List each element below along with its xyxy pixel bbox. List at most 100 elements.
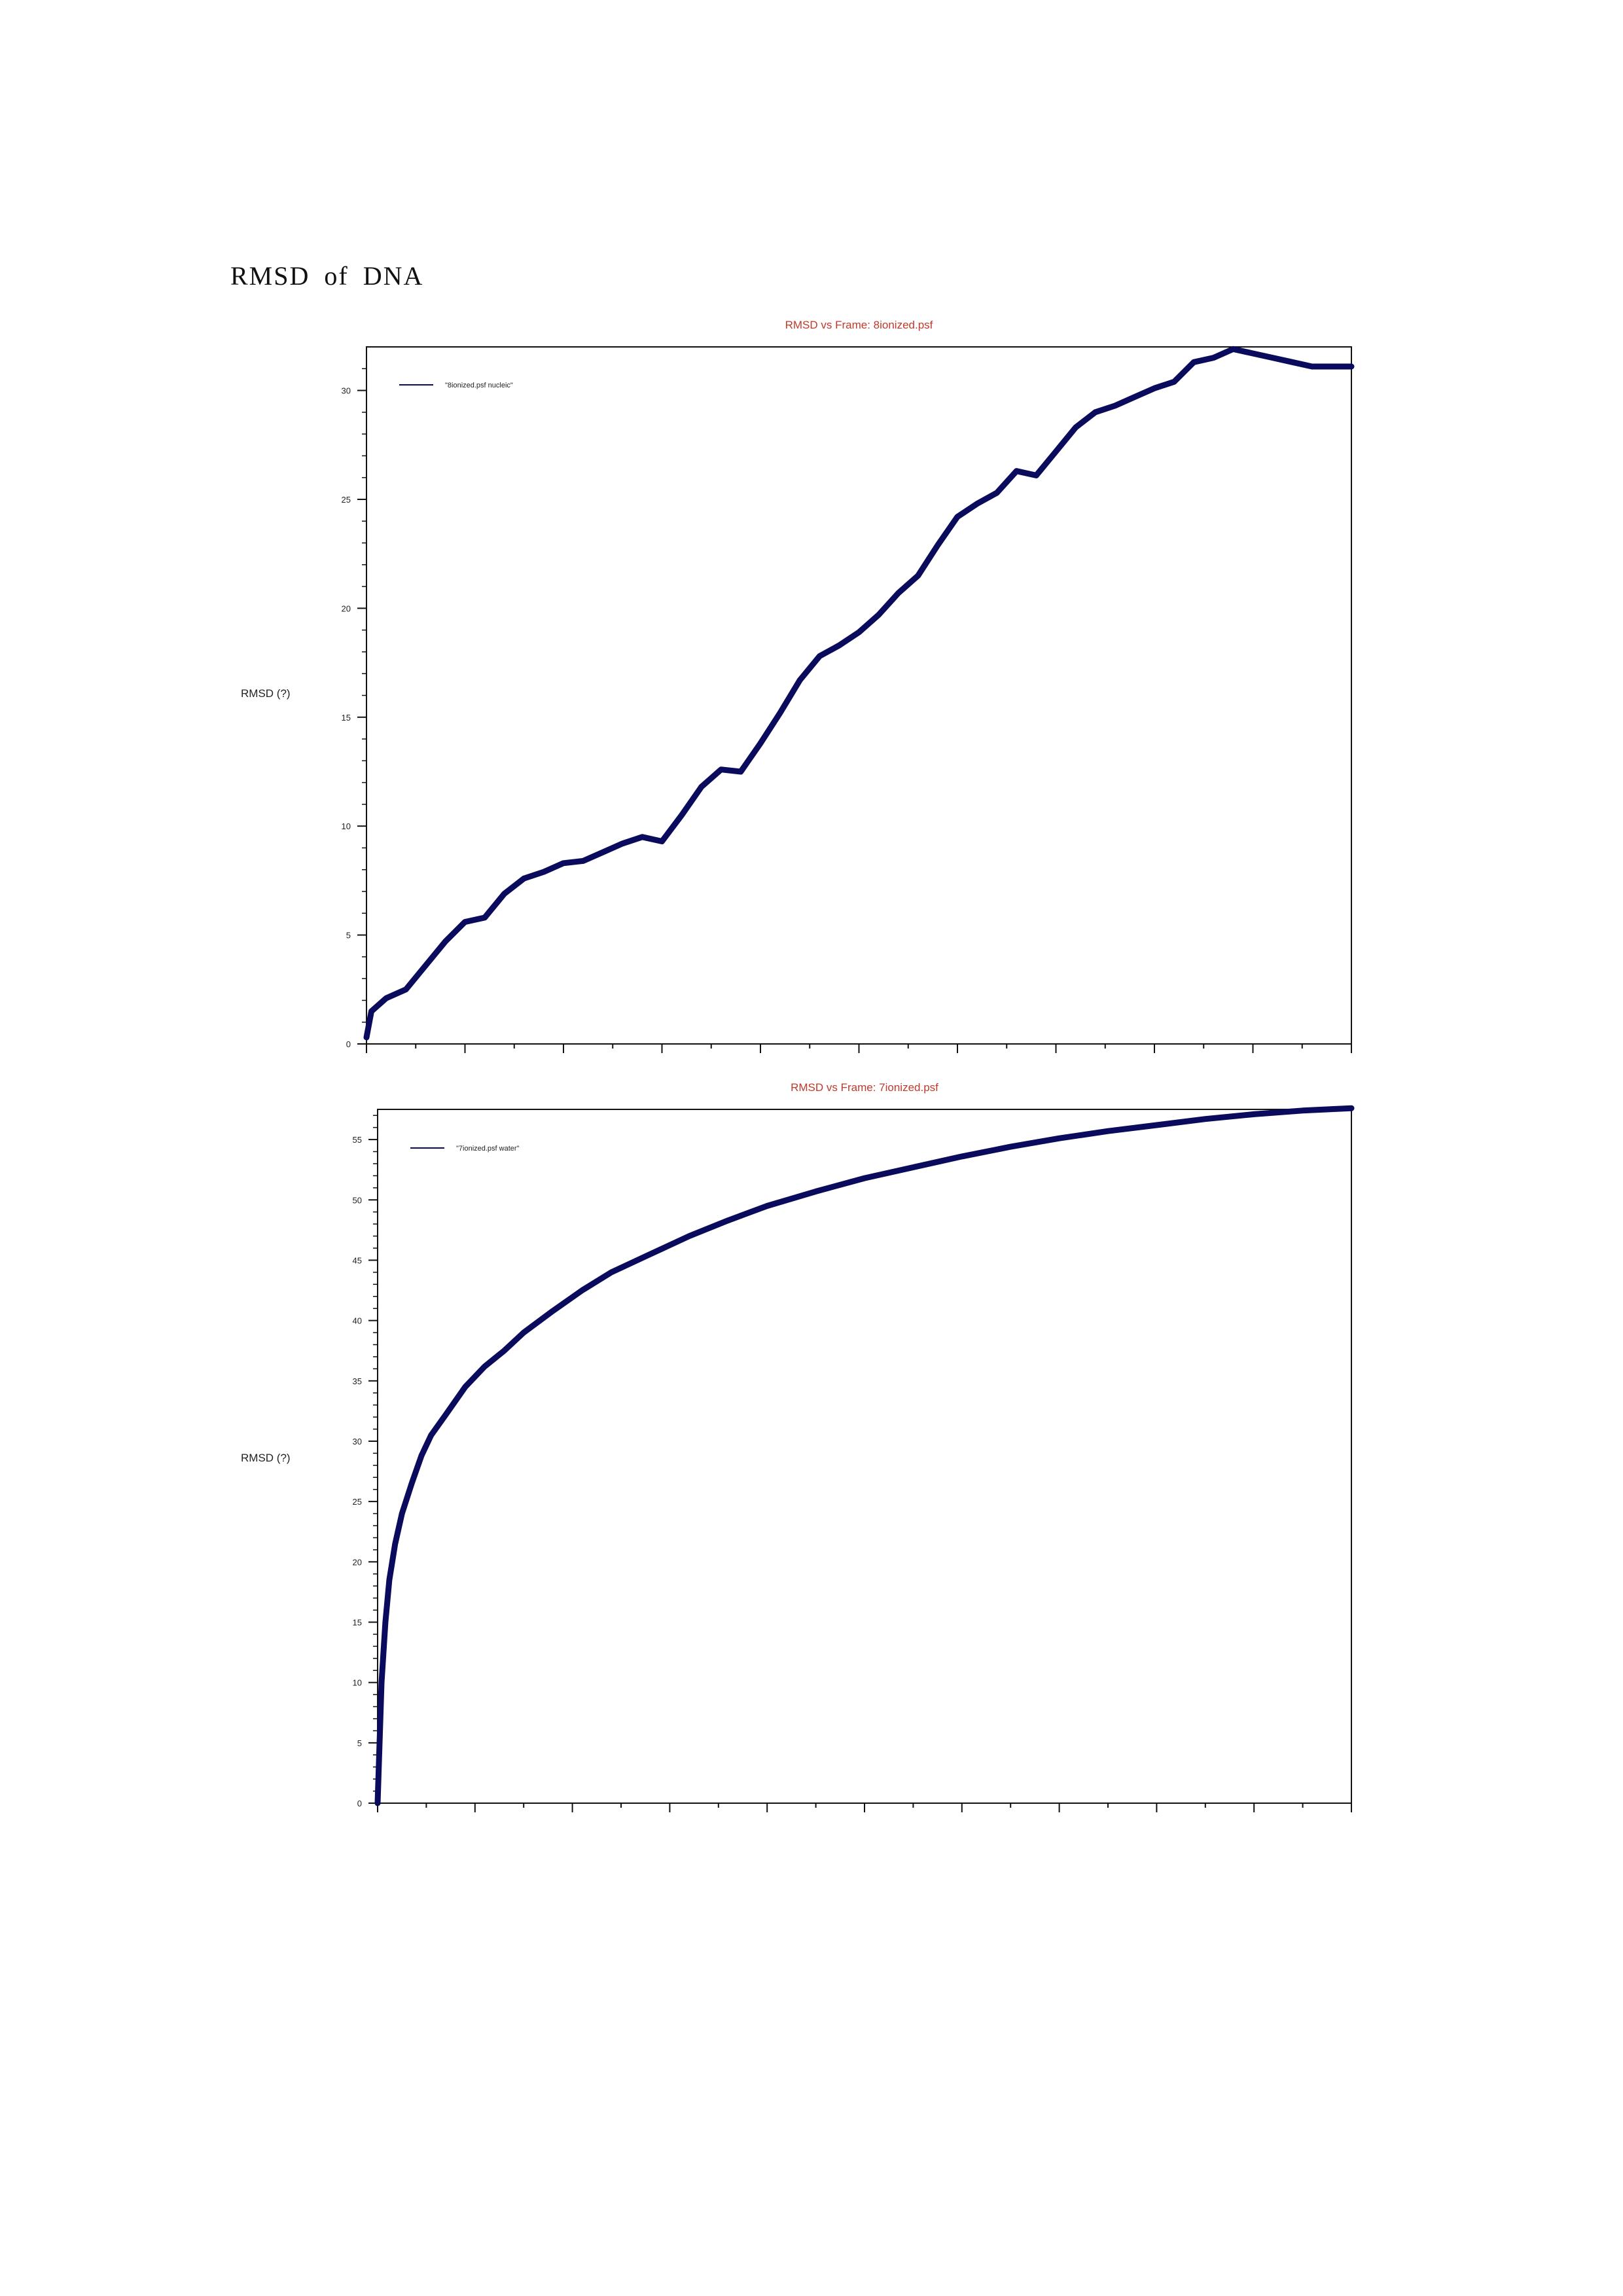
data-point — [370, 1009, 374, 1013]
data-point — [443, 940, 447, 944]
chart-title: RMSD vs Frame: 7ionized.psf — [791, 1081, 938, 1094]
data-point — [1231, 347, 1235, 351]
data-point — [817, 655, 821, 658]
data-point — [975, 502, 979, 506]
data-point — [640, 835, 644, 839]
y-tick-label: 50 — [353, 1195, 362, 1205]
data-point — [1252, 1112, 1256, 1116]
y-tick-label: 20 — [342, 603, 351, 613]
page-heading: RMSD of DNA — [230, 261, 424, 291]
data-point — [419, 1454, 423, 1458]
data-point — [1106, 1129, 1110, 1133]
data-point — [404, 988, 408, 992]
data-point — [1211, 356, 1215, 360]
data-point — [1058, 1136, 1061, 1140]
data-point — [857, 630, 861, 634]
data-point — [376, 1801, 380, 1805]
data-point — [936, 543, 940, 547]
data-point — [463, 1385, 467, 1389]
series-line — [363, 346, 1355, 1041]
data-point — [429, 1433, 433, 1437]
y-tick-label: 30 — [353, 1437, 362, 1446]
data-point — [1154, 1123, 1158, 1127]
data-point — [1014, 469, 1018, 473]
data-point — [1349, 365, 1353, 368]
data-point — [1133, 395, 1137, 399]
data-point — [719, 768, 723, 772]
data-point — [798, 678, 802, 682]
data-point — [609, 1270, 613, 1274]
data-point — [1172, 380, 1176, 384]
y-tick-label: 15 — [342, 713, 351, 723]
data-point — [700, 785, 704, 789]
data-point — [463, 920, 467, 924]
data-point — [739, 770, 743, 774]
y-axis-label: RMSD (?) — [241, 1452, 291, 1464]
y-tick-label: 40 — [353, 1316, 362, 1326]
data-point — [1034, 473, 1038, 477]
series-line — [374, 1105, 1355, 1806]
data-point — [814, 1189, 818, 1193]
data-point — [400, 1512, 404, 1516]
data-point — [680, 814, 684, 817]
data-point — [916, 573, 920, 577]
data-point — [387, 1578, 391, 1582]
data-point — [483, 1365, 487, 1369]
data-point — [1074, 425, 1078, 429]
data-point — [1349, 1106, 1353, 1110]
data-point — [1113, 404, 1117, 408]
data-point — [601, 850, 605, 854]
data-point — [995, 491, 999, 495]
y-tick-label: 55 — [353, 1135, 362, 1145]
data-point — [660, 839, 664, 843]
data-point — [444, 1412, 448, 1416]
chart-title: RMSD vs Frame: 8ionized.psf — [785, 319, 933, 331]
data-point — [1152, 386, 1156, 390]
data-point — [649, 1252, 652, 1256]
data-point — [877, 613, 881, 617]
y-tick-label: 5 — [346, 931, 351, 941]
data-point — [410, 1481, 414, 1485]
data-point — [620, 842, 624, 846]
legend-label: "7ionized.psf water" — [456, 1145, 520, 1153]
data-point — [378, 1741, 382, 1745]
data-point — [380, 1681, 383, 1685]
legend-label: "8ionized.psf nucleic" — [445, 382, 513, 389]
data-point — [551, 1309, 555, 1313]
data-point — [837, 643, 841, 647]
data-point — [687, 1234, 691, 1238]
data-point — [897, 591, 901, 595]
y-tick-label: 5 — [357, 1738, 362, 1748]
data-point — [580, 1289, 584, 1293]
plot-frame — [377, 1109, 1352, 1804]
data-point — [503, 891, 507, 895]
data-point — [483, 916, 487, 920]
y-tick-label: 15 — [353, 1617, 362, 1627]
data-point — [502, 1349, 506, 1353]
data-point — [911, 1165, 915, 1169]
data-point — [365, 1035, 368, 1039]
data-point — [955, 515, 959, 519]
data-point — [542, 870, 546, 874]
data-point — [1192, 360, 1196, 364]
y-tick-label: 20 — [353, 1557, 362, 1567]
y-tick-label: 30 — [342, 386, 351, 396]
y-axis-label: RMSD (?) — [241, 687, 291, 700]
data-point — [863, 1176, 866, 1180]
y-tick-label: 10 — [342, 821, 351, 831]
data-point — [562, 861, 565, 865]
data-point — [758, 742, 762, 745]
data-point — [1204, 1117, 1207, 1121]
data-point — [726, 1219, 730, 1223]
y-tick-label: 0 — [357, 1799, 362, 1808]
data-point — [1291, 360, 1294, 364]
data-point — [1094, 410, 1097, 414]
data-point — [960, 1155, 964, 1158]
data-point — [384, 996, 388, 1000]
data-point — [1310, 365, 1314, 368]
y-tick-label: 0 — [346, 1039, 351, 1049]
data-point — [1301, 1109, 1305, 1113]
data-point — [581, 859, 585, 863]
data-point — [1008, 1145, 1012, 1149]
